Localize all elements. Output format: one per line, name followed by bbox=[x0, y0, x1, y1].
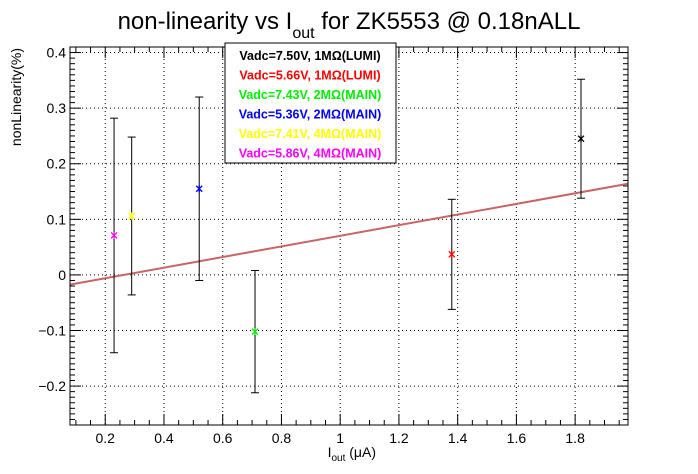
legend-entry: Vadc=7.41V, 4MΩ(MAIN) bbox=[239, 127, 382, 141]
x-tick-label: 1 bbox=[336, 430, 344, 446]
tick-labels: 0.2 0.4 0.6 0.8 1 1.2 1.4 1.6 1.8 −0.2 −0.1 0 0.1 0.2… bbox=[38, 45, 585, 446]
y-axis-label: nonLinearity(%) bbox=[8, 48, 24, 146]
y-tick-label: 0 bbox=[58, 267, 66, 283]
y-tick-label: −0.2 bbox=[38, 378, 66, 394]
legend-entry: Vadc=5.86V, 4MΩ(MAIN) bbox=[239, 147, 382, 161]
x-axis-label-rest: (μA) bbox=[345, 444, 376, 460]
chart-title: non-linearity vs Iout for ZK5553 @ 0.18n… bbox=[118, 8, 581, 42]
x-axis-label: Iout (μA) bbox=[328, 444, 376, 464]
y-tick-label: 0.3 bbox=[47, 100, 67, 116]
data-point bbox=[128, 212, 136, 220]
grid-lines bbox=[70, 47, 628, 425]
fit-line-group bbox=[69, 182, 629, 286]
x-axis-label-sub: out bbox=[331, 453, 345, 464]
legend-box bbox=[224, 42, 397, 164]
x-tick-label: 1.6 bbox=[507, 430, 527, 446]
x-tick-label: 1.2 bbox=[389, 430, 409, 446]
y-tick-label: −0.1 bbox=[38, 323, 66, 339]
x-tick-label: 0.4 bbox=[154, 430, 174, 446]
y-tick-label: 0.1 bbox=[47, 211, 67, 227]
legend: Vadc=7.50V, 1MΩ(LUMI) Vadc=5.66V, 1MΩ(LUM… bbox=[224, 42, 397, 164]
data-point bbox=[577, 135, 585, 143]
y-tick-label: 0.4 bbox=[47, 45, 67, 61]
x-tick-label: 0.2 bbox=[96, 430, 116, 446]
x-tick-label: 0.6 bbox=[213, 430, 233, 446]
data-point bbox=[195, 185, 203, 193]
legend-entry: Vadc=7.50V, 1MΩ(LUMI) bbox=[239, 49, 380, 63]
data-point bbox=[448, 250, 456, 258]
legend-entry: Vadc=5.66V, 1MΩ(LUMI) bbox=[239, 69, 380, 83]
legend-entry: Vadc=7.43V, 2MΩ(MAIN) bbox=[239, 88, 382, 102]
chart-title-rest: for ZK5553 @ 0.18nALL bbox=[315, 8, 581, 35]
data-point bbox=[251, 328, 259, 336]
data-points bbox=[110, 78, 586, 394]
x-tick-label: 1.8 bbox=[565, 430, 585, 446]
x-tick-label: 1.4 bbox=[448, 430, 468, 446]
legend-entry: Vadc=5.36V, 2MΩ(MAIN) bbox=[239, 108, 382, 122]
chart-title-main: non-linearity vs I bbox=[118, 8, 293, 35]
x-axis-label-main: I bbox=[328, 444, 332, 460]
x-tick-label: 0.8 bbox=[272, 430, 292, 446]
chart-title-sub: out bbox=[292, 25, 315, 42]
data-point bbox=[110, 231, 118, 239]
y-tick-label: 0.2 bbox=[47, 156, 67, 172]
fit-line bbox=[69, 182, 629, 286]
